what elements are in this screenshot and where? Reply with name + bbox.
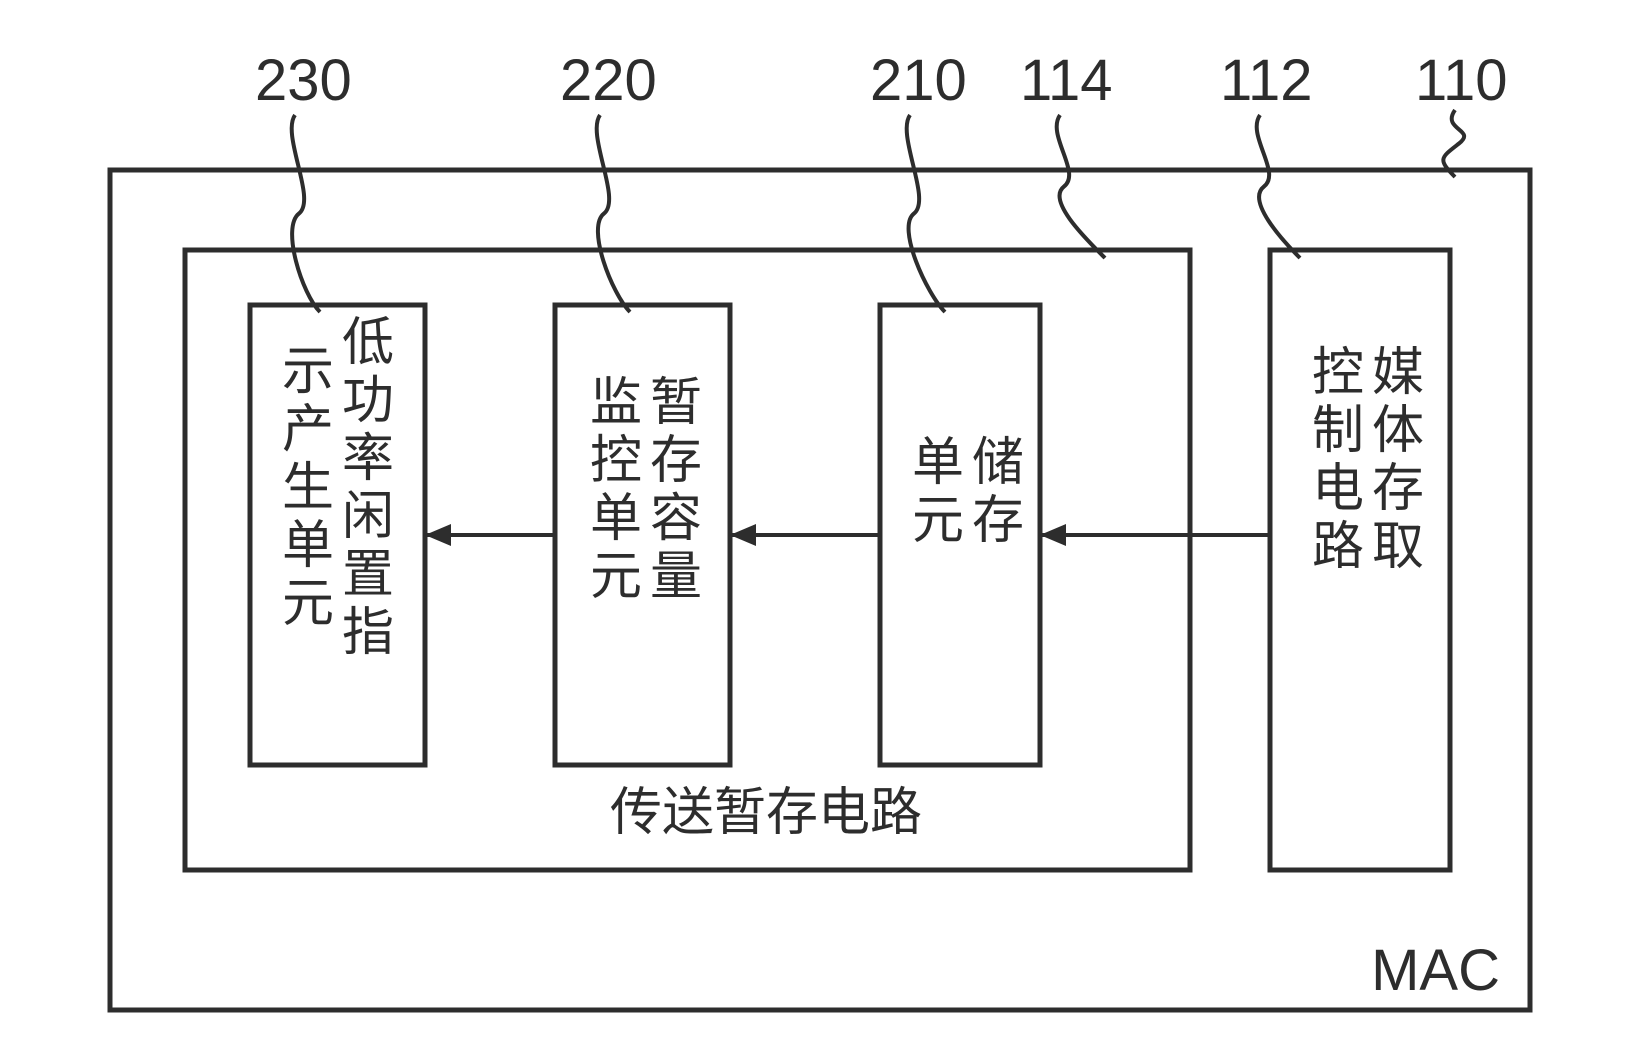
arrow-storage-to-monitor-head (730, 524, 756, 546)
svg-text:元: 元 (282, 576, 334, 633)
low-power-idle-indicator-generation-unit-label: 低功率闲置指 示产生单元 (282, 315, 394, 662)
svg-text:单: 单 (912, 435, 964, 492)
media-access-control-circuit-label: 媒体存取 控制电路 (1312, 345, 1424, 576)
arrow-macctrl-to-storage-head (1040, 524, 1066, 546)
svg-text:率: 率 (342, 431, 394, 488)
svg-text:量: 量 (650, 549, 702, 606)
low-power-idle-indicator-generation-unit (250, 305, 425, 765)
arrow-monitor-to-lpi-head (425, 524, 451, 546)
ref-210: 210 (870, 48, 967, 113)
svg-text:制: 制 (1312, 403, 1364, 460)
ref-110: 110 (1415, 48, 1507, 113)
svg-text:控: 控 (590, 433, 642, 490)
svg-text:存: 存 (972, 493, 1024, 550)
ref-112: 112 (1220, 48, 1312, 113)
svg-text:路: 路 (1312, 519, 1364, 576)
svg-text:取: 取 (1372, 519, 1424, 576)
svg-text:置: 置 (342, 547, 394, 604)
svg-text:控: 控 (1312, 345, 1364, 402)
svg-text:暂: 暂 (650, 375, 702, 432)
buffer-capacity-monitor-unit-label: 暂存容量 监控单元 (590, 375, 702, 606)
svg-text:监: 监 (590, 375, 642, 432)
svg-text:闲: 闲 (342, 489, 394, 546)
lead-112 (1257, 115, 1300, 258)
svg-text:功: 功 (342, 373, 394, 430)
lead-230 (292, 115, 320, 312)
svg-text:生: 生 (282, 460, 334, 517)
svg-text:指: 指 (342, 605, 394, 662)
svg-text:容: 容 (650, 491, 702, 548)
ref-230: 230 (255, 48, 352, 113)
svg-text:存: 存 (650, 433, 702, 490)
svg-text:元: 元 (912, 493, 964, 550)
svg-text:元: 元 (590, 549, 642, 606)
svg-text:产: 产 (282, 402, 334, 459)
svg-text:存: 存 (1372, 461, 1424, 518)
storage-unit-label: 储存单元 (912, 435, 1024, 550)
lead-110 (1443, 110, 1464, 177)
svg-text:电: 电 (1312, 461, 1364, 518)
lead-210 (907, 115, 945, 312)
svg-text:单: 单 (282, 518, 334, 575)
svg-text:示: 示 (282, 344, 334, 401)
svg-text:储: 储 (972, 435, 1024, 492)
svg-text:体: 体 (1372, 403, 1424, 460)
ref-114: 114 (1020, 48, 1112, 113)
lead-220 (597, 115, 630, 312)
transmit-buffer-circuit-label: 传送暂存电路 (610, 785, 922, 842)
svg-text:媒: 媒 (1372, 345, 1424, 402)
svg-text:单: 单 (590, 491, 642, 548)
buffer-capacity-monitor-unit (555, 305, 730, 765)
mac-label: MAC (1371, 938, 1500, 1003)
lead-114 (1057, 115, 1105, 258)
svg-text:低: 低 (342, 315, 394, 372)
ref-220: 220 (560, 48, 657, 113)
